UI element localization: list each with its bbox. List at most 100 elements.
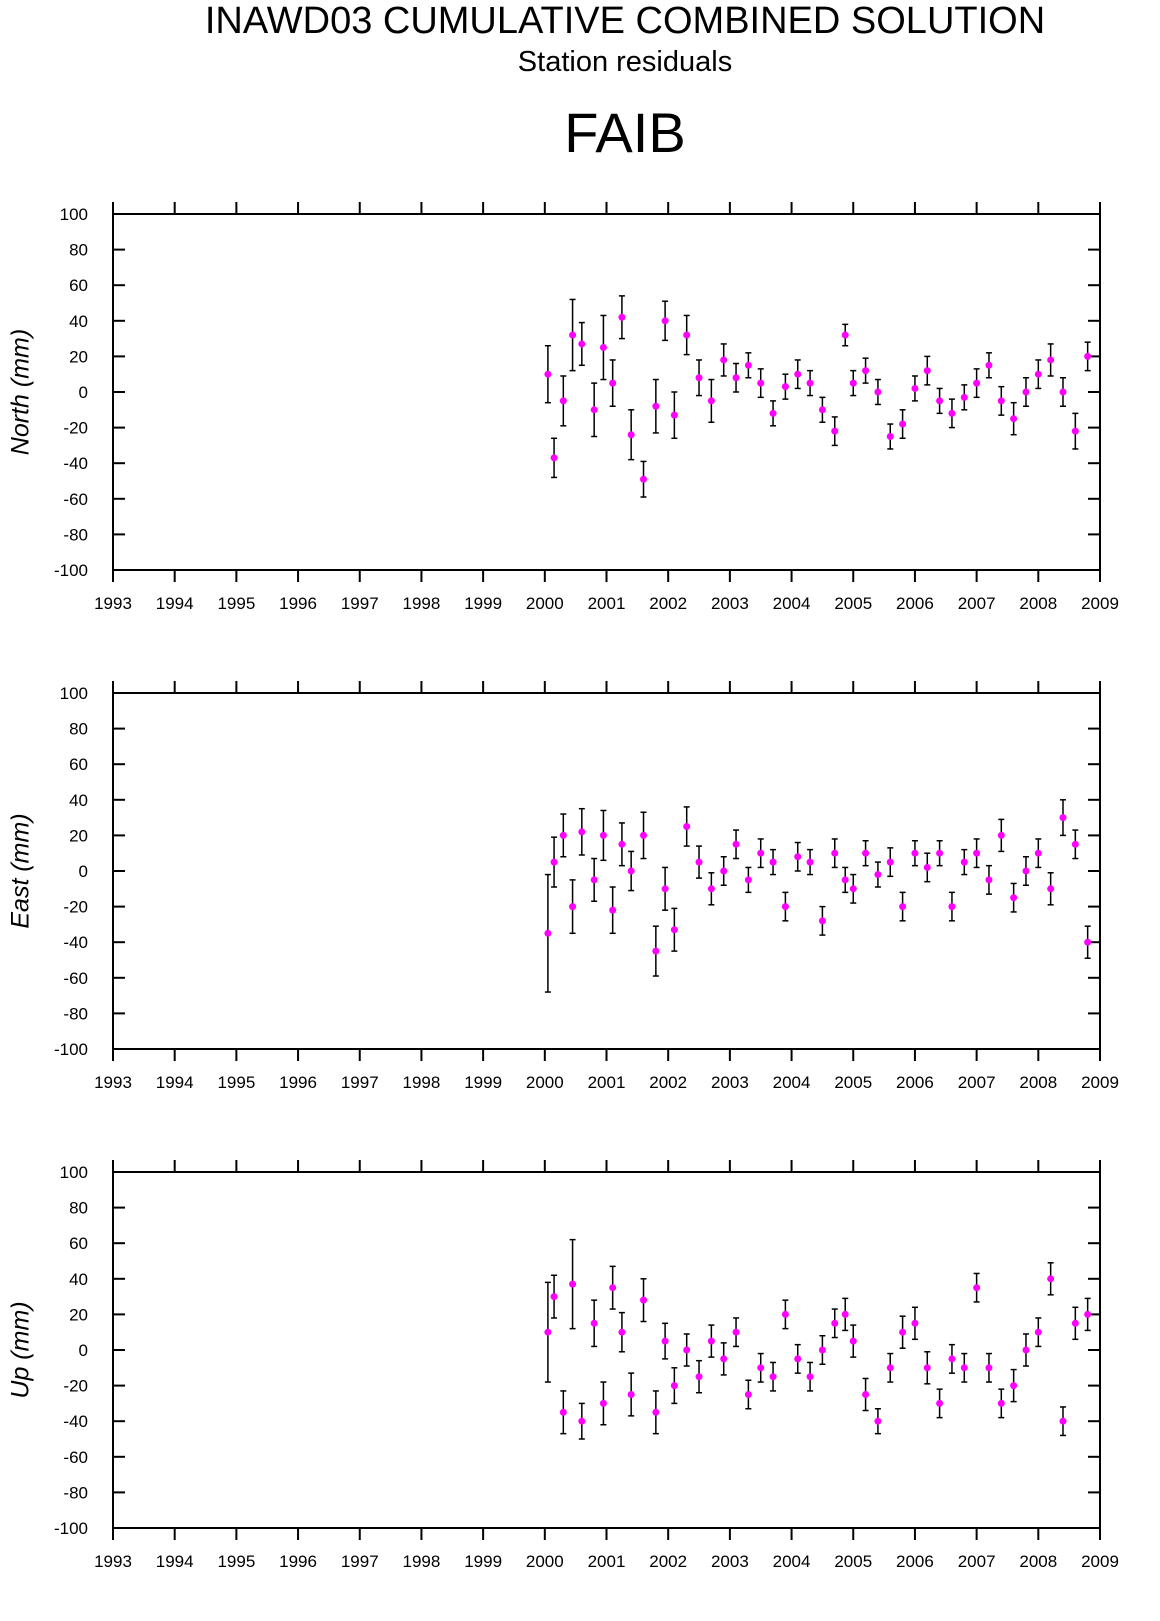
data-point <box>732 374 740 382</box>
x-tick-label: 1997 <box>341 1073 379 1092</box>
data-point <box>559 831 567 839</box>
data-point <box>831 1319 839 1327</box>
x-tick-label: 2009 <box>1081 1073 1119 1092</box>
data-point <box>1010 894 1018 902</box>
data-point <box>769 858 777 866</box>
x-tick-label: 2004 <box>773 1552 811 1571</box>
x-tick-label: 1993 <box>94 1552 132 1571</box>
data-point <box>841 331 849 339</box>
data-point <box>757 849 765 857</box>
data-point <box>640 831 648 839</box>
x-tick-label: 1997 <box>341 594 379 613</box>
x-tick-label: 2005 <box>834 1073 872 1092</box>
x-tick-label: 2003 <box>711 1552 749 1571</box>
data-point <box>757 379 765 387</box>
data-point <box>670 411 678 419</box>
x-tick-label: 1998 <box>403 1552 441 1571</box>
data-point <box>744 361 752 369</box>
x-tick-label: 1993 <box>94 1073 132 1092</box>
x-tick-label: 1995 <box>217 1552 255 1571</box>
data-point <box>1071 840 1079 848</box>
y-tick-label: 80 <box>69 720 88 739</box>
data-point <box>818 1346 826 1354</box>
data-point <box>744 876 752 884</box>
data-point <box>661 885 669 893</box>
data-point <box>544 1328 552 1336</box>
data-point <box>578 828 586 836</box>
data-point <box>732 840 740 848</box>
x-tick-label: 2007 <box>958 594 996 613</box>
y-tick-label: 80 <box>69 1199 88 1218</box>
y-tick-label: 60 <box>69 1234 88 1253</box>
data-point <box>985 1364 993 1372</box>
data-point <box>707 397 715 405</box>
x-tick-label: 2008 <box>1019 1073 1057 1092</box>
x-tick-label: 1997 <box>341 1552 379 1571</box>
data-point <box>874 388 882 396</box>
data-point <box>1059 814 1067 822</box>
data-point <box>862 1391 870 1398</box>
data-point <box>544 370 552 378</box>
data-point <box>948 903 956 911</box>
data-point <box>599 1399 607 1407</box>
data-point <box>806 858 814 866</box>
data-point <box>899 1328 907 1336</box>
x-tick-label: 2000 <box>526 594 564 613</box>
data-point <box>544 929 552 937</box>
y-tick-label: 20 <box>69 826 88 845</box>
data-point <box>1084 938 1092 946</box>
data-point <box>997 397 1005 405</box>
x-tick-label: 2007 <box>958 1073 996 1092</box>
y-tick-label: 100 <box>60 684 88 703</box>
subtitle: Station residuals <box>518 46 732 78</box>
data-point <box>818 917 826 925</box>
data-point <box>849 1337 857 1345</box>
x-tick-label: 1994 <box>156 1073 194 1092</box>
data-point <box>720 867 728 875</box>
data-point <box>599 344 607 351</box>
data-point <box>627 431 635 439</box>
data-point <box>599 831 607 839</box>
data-point <box>652 947 660 955</box>
data-point <box>550 1293 558 1301</box>
y-tick-label: 100 <box>60 205 88 224</box>
y-tick-label: 40 <box>69 312 88 331</box>
x-tick-label: 2008 <box>1019 1552 1057 1571</box>
data-point <box>911 849 919 857</box>
data-point <box>849 885 857 893</box>
x-tick-label: 2001 <box>588 1073 626 1092</box>
data-point <box>720 356 728 364</box>
data-point <box>707 1337 715 1345</box>
data-point <box>1071 1319 1079 1327</box>
x-tick-label: 1993 <box>94 594 132 613</box>
x-tick-label: 1994 <box>156 1552 194 1571</box>
data-point <box>794 1355 802 1363</box>
data-point <box>841 876 849 884</box>
data-point <box>1047 1275 1055 1283</box>
data-point <box>707 885 715 893</box>
data-point <box>948 409 956 417</box>
data-point <box>818 406 826 414</box>
data-point <box>806 1373 814 1381</box>
data-point <box>862 849 870 857</box>
data-point <box>769 1373 777 1381</box>
data-point <box>1059 388 1067 396</box>
data-point <box>886 1364 894 1372</box>
x-tick-label: 1995 <box>217 594 255 613</box>
data-point <box>1084 1310 1092 1318</box>
data-point <box>923 863 931 871</box>
y-tick-label: -60 <box>63 1448 88 1467</box>
y-tick-label: -40 <box>63 933 88 952</box>
data-point <box>590 876 598 884</box>
data-point <box>1034 849 1042 857</box>
x-tick-label: 2000 <box>526 1073 564 1092</box>
y-tick-label: 80 <box>69 241 88 260</box>
data-point <box>550 858 558 866</box>
x-tick-label: 2005 <box>834 1552 872 1571</box>
x-tick-label: 2003 <box>711 1073 749 1092</box>
x-tick-label: 2007 <box>958 1552 996 1571</box>
x-tick-label: 2008 <box>1019 594 1057 613</box>
y-tick-label: -60 <box>63 490 88 509</box>
x-tick-label: 2001 <box>588 594 626 613</box>
y-tick-label: -80 <box>63 1483 88 1502</box>
